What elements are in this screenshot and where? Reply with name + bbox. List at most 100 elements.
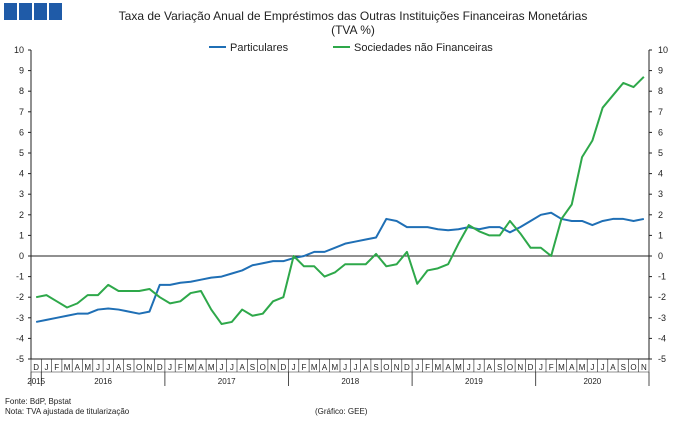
- x-month-label: O: [507, 363, 513, 372]
- y-tick-label-left: 8: [19, 86, 24, 96]
- y-tick-label-left: -3: [16, 313, 24, 323]
- x-month-label: A: [363, 363, 369, 372]
- y-tick-label-left: 3: [19, 189, 24, 199]
- chart-subtitle: (TVA %): [331, 23, 375, 37]
- footer-note: Nota: TVA ajustada de titularização: [5, 407, 130, 416]
- x-month-label: D: [33, 363, 39, 372]
- x-month-label: O: [136, 363, 142, 372]
- x-year-label: 2017: [218, 377, 236, 386]
- x-month-label: J: [415, 363, 419, 372]
- x-month-label: J: [343, 363, 347, 372]
- y-tick-label-right: -2: [658, 292, 666, 302]
- x-month-label: O: [630, 363, 636, 372]
- legend: Particulares Sociedades não Financeiras: [209, 42, 493, 54]
- x-year-label: 2015: [27, 377, 45, 386]
- x-month-label: F: [178, 363, 183, 372]
- x-month-label: F: [54, 363, 59, 372]
- y-tick-label-right: 1: [658, 230, 663, 240]
- x-month-label: M: [84, 363, 91, 372]
- y-tick-label-right: -3: [658, 313, 666, 323]
- x-month-label: M: [64, 363, 71, 372]
- x-month-label: S: [126, 363, 131, 372]
- y-tick-label-right: 2: [658, 210, 663, 220]
- x-month-label: J: [106, 363, 110, 372]
- x-month-label: A: [75, 363, 81, 372]
- x-year-label: 2016: [94, 377, 112, 386]
- series-line-sociedades: [35, 76, 645, 325]
- x-month-label: O: [383, 363, 389, 372]
- x-year-label: 2020: [583, 377, 601, 386]
- x-month-label: J: [477, 363, 481, 372]
- x-year-label: 2018: [341, 377, 359, 386]
- y-tick-label-left: 4: [19, 169, 24, 179]
- x-month-label: J: [601, 363, 605, 372]
- series-lines: [35, 76, 645, 325]
- x-month-label: A: [610, 363, 616, 372]
- chart-title: Taxa de Variação Anual de Empréstimos da…: [119, 9, 588, 23]
- y-tick-label-left: 0: [19, 251, 24, 261]
- x-month-label: A: [239, 363, 245, 372]
- y-tick-label-left: -5: [16, 354, 24, 364]
- x-month-label: N: [641, 363, 647, 372]
- y-tick-label-right: 9: [658, 66, 663, 76]
- x-month-label: S: [621, 363, 626, 372]
- y-tick-label-left: 6: [19, 127, 24, 137]
- series-line-particulares: [35, 211, 645, 323]
- x-month-label: O: [260, 363, 266, 372]
- x-month-label: J: [292, 363, 296, 372]
- x-month-label: J: [467, 363, 471, 372]
- x-month-label: J: [168, 363, 172, 372]
- x-month-label: D: [157, 363, 163, 372]
- plot-area: [30, 50, 650, 360]
- y-tick-label-left: -4: [16, 333, 24, 343]
- legend-label-sociedades: Sociedades não Financeiras: [354, 42, 493, 54]
- y-tick-label-left: -1: [16, 272, 24, 282]
- y-tick-label-left: 2: [19, 210, 24, 220]
- x-month-label: M: [187, 363, 194, 372]
- x-month-label: S: [497, 363, 502, 372]
- y-axis-ticks: 10 109 98 87 76 65 54 43 32 21 10 0-1 -1-2 -2-3 -3-4 -4…: [14, 45, 668, 364]
- x-month-label: M: [579, 363, 586, 372]
- x-month-label: A: [569, 363, 575, 372]
- y-tick-label-left: -2: [16, 292, 24, 302]
- x-month-label: A: [198, 363, 204, 372]
- x-month-label: M: [332, 363, 339, 372]
- x-month-label: A: [116, 363, 122, 372]
- y-tick-label-left: 5: [19, 148, 24, 158]
- y-tick-label-right: -4: [658, 333, 666, 343]
- x-year-label: 2019: [465, 377, 483, 386]
- x-month-label: F: [549, 363, 554, 372]
- x-month-label: A: [322, 363, 328, 372]
- y-tick-label-right: -5: [658, 354, 666, 364]
- y-tick-label-left: 9: [19, 66, 24, 76]
- y-tick-label-right: 5: [658, 148, 663, 158]
- x-month-label: S: [373, 363, 378, 372]
- footer-credit: (Gráfico: GEE): [315, 407, 368, 416]
- x-month-label: M: [455, 363, 462, 372]
- x-month-label: J: [220, 363, 224, 372]
- x-month-label: J: [590, 363, 594, 372]
- x-month-label: S: [250, 363, 255, 372]
- x-month-label: J: [353, 363, 357, 372]
- x-month-label: N: [147, 363, 153, 372]
- x-month-label: F: [302, 363, 307, 372]
- y-tick-label-left: 7: [19, 107, 24, 117]
- y-tick-label-left: 1: [19, 230, 24, 240]
- y-tick-label-right: 0: [658, 251, 663, 261]
- x-month-label: D: [404, 363, 410, 372]
- x-month-label: F: [425, 363, 430, 372]
- x-month-label: M: [311, 363, 318, 372]
- x-month-label: N: [394, 363, 400, 372]
- y-tick-label-right: 6: [658, 127, 663, 137]
- y-tick-label-right: -1: [658, 272, 666, 282]
- y-tick-label-right: 8: [658, 86, 663, 96]
- x-month-label: M: [558, 363, 565, 372]
- x-month-label: J: [44, 363, 48, 372]
- x-month-label: A: [445, 363, 451, 372]
- x-month-label: M: [208, 363, 215, 372]
- gee-logo: [4, 3, 62, 20]
- x-month-label: N: [517, 363, 523, 372]
- x-month-label: D: [280, 363, 286, 372]
